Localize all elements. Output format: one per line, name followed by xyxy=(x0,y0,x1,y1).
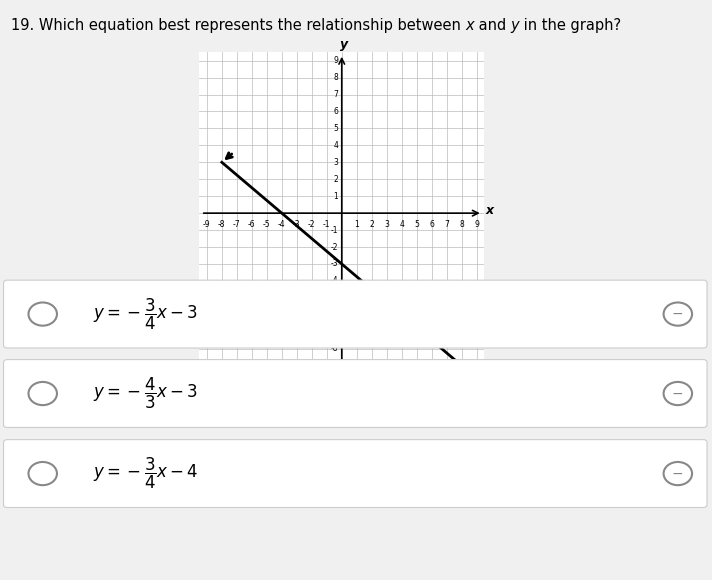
Text: −: − xyxy=(672,466,684,481)
Text: 2: 2 xyxy=(370,220,374,229)
Text: -6: -6 xyxy=(248,220,256,229)
Text: −: − xyxy=(672,307,684,321)
Text: -9: -9 xyxy=(330,361,338,370)
Text: and: and xyxy=(473,18,511,33)
Text: -2: -2 xyxy=(330,242,338,252)
Text: 2: 2 xyxy=(333,175,338,184)
Text: -5: -5 xyxy=(263,220,271,229)
Text: -4: -4 xyxy=(278,220,286,229)
Text: 1: 1 xyxy=(333,192,338,201)
Text: 6: 6 xyxy=(333,107,338,116)
Text: -8: -8 xyxy=(330,344,338,353)
Text: 5: 5 xyxy=(414,220,419,229)
Text: -4: -4 xyxy=(330,277,338,285)
Text: -7: -7 xyxy=(330,327,338,336)
Text: 8: 8 xyxy=(333,73,338,82)
Text: -6: -6 xyxy=(330,310,338,320)
Text: -3: -3 xyxy=(293,220,300,229)
Text: 4: 4 xyxy=(333,141,338,150)
Text: x: x xyxy=(486,204,494,217)
Text: -5: -5 xyxy=(330,293,338,302)
Text: -8: -8 xyxy=(218,220,226,229)
Text: 9: 9 xyxy=(474,220,479,229)
Text: in the graph?: in the graph? xyxy=(519,18,622,33)
Text: y: y xyxy=(340,38,348,50)
Text: y: y xyxy=(511,18,519,33)
Text: 6: 6 xyxy=(429,220,434,229)
Text: 5: 5 xyxy=(333,124,338,133)
Text: 8: 8 xyxy=(459,220,464,229)
Text: $y=-\dfrac{3}{4}x-4$: $y=-\dfrac{3}{4}x-4$ xyxy=(93,456,198,491)
Text: $y=-\dfrac{4}{3}x-3$: $y=-\dfrac{4}{3}x-3$ xyxy=(93,376,198,411)
Text: -7: -7 xyxy=(233,220,241,229)
Text: x: x xyxy=(465,18,473,33)
Text: −: − xyxy=(672,386,684,401)
Text: -9: -9 xyxy=(203,220,211,229)
Text: 3: 3 xyxy=(333,158,338,167)
Text: 19. Which equation best represents the relationship between: 19. Which equation best represents the r… xyxy=(11,18,465,33)
Text: 3: 3 xyxy=(384,220,389,229)
Text: -1: -1 xyxy=(330,226,338,234)
Text: -2: -2 xyxy=(308,220,315,229)
Text: 9: 9 xyxy=(333,56,338,65)
Text: $y=-\dfrac{3}{4}x-3$: $y=-\dfrac{3}{4}x-3$ xyxy=(93,296,198,332)
Text: 7: 7 xyxy=(333,90,338,99)
Text: -1: -1 xyxy=(323,220,330,229)
Text: -3: -3 xyxy=(330,259,338,269)
Text: 1: 1 xyxy=(355,220,359,229)
Text: 7: 7 xyxy=(444,220,449,229)
Text: 4: 4 xyxy=(399,220,404,229)
